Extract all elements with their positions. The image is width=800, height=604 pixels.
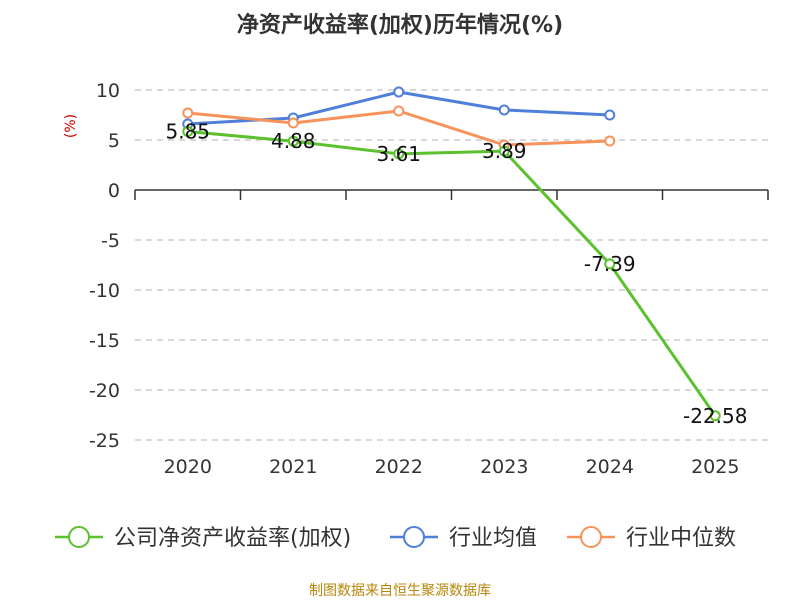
data-point <box>287 135 299 147</box>
data-point <box>604 135 616 147</box>
data-point <box>709 410 721 422</box>
legend-label: 行业均值 <box>449 526 537 551</box>
data-label: 4.88 <box>271 129 316 153</box>
data-point <box>498 104 510 116</box>
legend-swatch-marker <box>68 526 90 548</box>
legend-swatch-marker <box>580 526 602 548</box>
y-tick-label: -5 <box>101 230 120 252</box>
data-point <box>604 258 616 270</box>
axis-layer: 10 5 0 -5 -10 -15 -20 -25 2020 2021 2022 2023 2024 20… <box>89 80 769 478</box>
y-tick-label: 5 <box>108 130 120 152</box>
series-layer <box>182 86 721 422</box>
x-tick-label: 2025 <box>691 456 739 478</box>
data-point <box>182 126 194 137</box>
data-point <box>498 145 510 157</box>
data-label: -22.58 <box>683 404 747 428</box>
chart-title: 净资产收益率(加权)历年情况(%) <box>237 12 563 38</box>
data-point <box>287 117 299 129</box>
x-tick-label: 2023 <box>480 456 528 478</box>
data-point <box>182 107 194 119</box>
data-label: 3.61 <box>376 142 421 166</box>
x-tick-label: 2020 <box>164 456 212 478</box>
grid-layer <box>135 89 768 441</box>
data-label: -7.39 <box>584 252 636 276</box>
legend-label: 行业中位数 <box>626 526 736 551</box>
y-tick-label: -20 <box>89 380 120 402</box>
legend: 公司净资产收益率(加权) 行业均值 行业中位数 <box>55 526 736 551</box>
data-label-layer: 5.85 4.88 3.61 3.89 -7.39 -22.58 <box>165 120 747 428</box>
legend-swatch-marker <box>403 526 425 548</box>
x-tick-label: 2024 <box>586 456 634 478</box>
y-tick-label: 10 <box>96 80 120 102</box>
y-tick-label: -15 <box>89 330 120 352</box>
series-line <box>186 130 717 418</box>
data-point <box>393 148 405 160</box>
y-tick-label: -10 <box>89 280 120 302</box>
data-point <box>393 105 405 117</box>
y-axis-label: (%) <box>63 114 79 138</box>
x-tick-label: 2022 <box>375 456 423 478</box>
source-note: 制图数据来自恒生聚源数据库 <box>309 583 491 599</box>
x-tick-label: 2021 <box>269 456 317 478</box>
data-label: 3.89 <box>482 139 527 163</box>
y-tick-label: -25 <box>89 430 120 452</box>
y-tick-label: 0 <box>108 180 120 202</box>
data-point <box>393 86 405 98</box>
legend-label: 公司净资产收益率(加权) <box>114 526 351 551</box>
data-label: 5.85 <box>165 120 210 144</box>
data-point <box>604 109 616 121</box>
